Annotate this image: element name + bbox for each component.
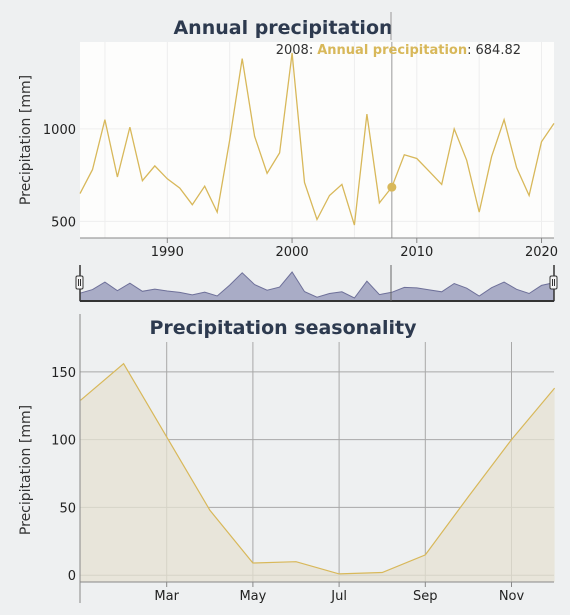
seasonality-series-line: [80, 362, 556, 575]
annual-x-tick-label: 2000: [276, 245, 309, 260]
seasonality-area-group: [80, 362, 556, 582]
navigator-handle-right[interactable]: [549, 265, 558, 301]
annual-tooltip: 2008: Annual precipitation: 684.82: [276, 43, 521, 58]
navigator-area: [79, 271, 555, 302]
seasonality-x-tick-label: Mar: [154, 589, 179, 604]
annual-y-ticks: 500 1000: [43, 123, 76, 230]
annual-highlight-point: [387, 182, 397, 192]
seasonality-x-tick-label: Sep: [413, 589, 438, 604]
annual-series-line: [79, 53, 555, 226]
tooltip-separator-2: :: [467, 43, 471, 58]
navigator-handle-left[interactable]: [75, 265, 84, 301]
seasonality-y-tick-label: 150: [51, 366, 76, 381]
annual-y-axis-label: Precipitation [mm]: [18, 75, 34, 205]
tooltip-value: 684.82: [476, 43, 522, 58]
seasonality-y-ticks: 0 50 100 150: [51, 366, 76, 584]
seasonality-x-tick-label: May: [239, 589, 266, 604]
annual-x-tick-label: 2020: [525, 245, 558, 260]
annual-y-tick-label: 500: [51, 215, 76, 230]
seasonality-area-fill: [80, 363, 555, 582]
tooltip-year: 2008: [276, 43, 309, 58]
seasonality-x-ticks: Mar May Jul Sep Nov: [154, 582, 524, 604]
seasonality-chart-title: Precipitation seasonality: [150, 317, 418, 339]
range-navigator[interactable]: [75, 265, 558, 302]
seasonality-x-tick-label: Nov: [499, 589, 525, 604]
annual-plot-area[interactable]: [80, 42, 554, 238]
seasonality-y-axis-label: Precipitation [mm]: [18, 405, 34, 535]
seasonality-y-tick-label: 0: [68, 569, 76, 584]
annual-grid: [80, 42, 554, 238]
seasonality-y-tick-label: 100: [51, 434, 76, 449]
seasonality-x-tick-label: Jul: [330, 589, 347, 604]
annual-chart-title: Annual precipitation: [173, 17, 392, 39]
annual-x-tick-label: 2010: [400, 245, 433, 260]
annual-y-tick-label: 1000: [43, 123, 76, 138]
annual-x-ticks: 1990 2000 2010 2020: [151, 238, 558, 260]
tooltip-separator: :: [309, 43, 313, 58]
annual-x-tick-label: 1990: [151, 245, 184, 260]
seasonality-y-tick-label: 50: [59, 501, 76, 516]
annual-line-group: [79, 53, 555, 226]
tooltip-series-name: Annual precipitation: [317, 43, 467, 58]
